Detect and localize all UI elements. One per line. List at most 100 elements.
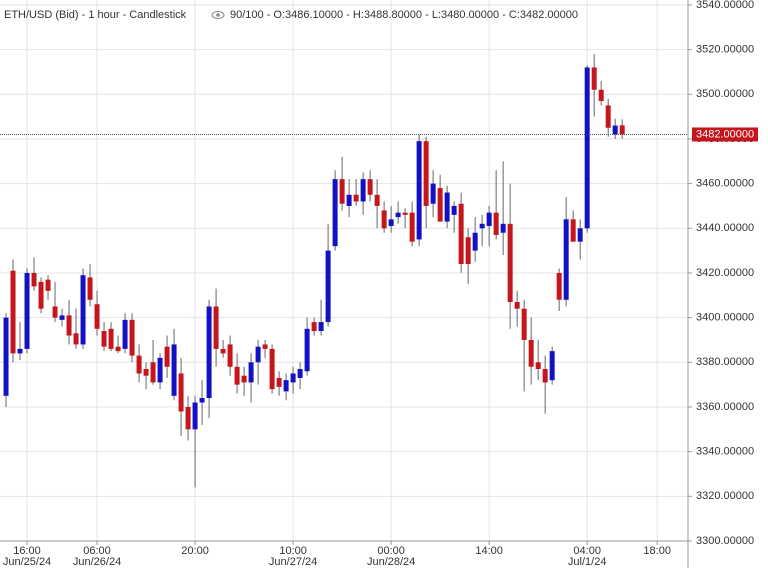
chart-title: ETH/USD (Bid) - 1 hour - Candlestick <box>4 9 187 21</box>
candle-body <box>563 219 569 300</box>
candle-body <box>31 272 37 287</box>
x-tick-date: Jun/28/24 <box>367 556 415 568</box>
chart-info: 90/100 - O:3486.10000 - H:3488.80000 - L… <box>230 9 578 21</box>
x-tick-date: Jun/27/24 <box>269 556 317 568</box>
candle-body <box>269 348 275 390</box>
candle-body <box>381 210 387 229</box>
candle-body <box>66 315 72 336</box>
candle-body <box>157 357 163 383</box>
candle-body <box>325 250 331 323</box>
candle-body <box>486 212 492 227</box>
candle-body <box>367 179 373 195</box>
candle-body <box>108 328 114 349</box>
candle-body <box>80 275 86 345</box>
candle-body <box>213 306 219 349</box>
x-tick-label: 18:00 <box>643 545 671 557</box>
y-tick-label: 3420.00000 <box>696 267 754 279</box>
x-tick-date: Jul/1/24 <box>568 556 607 568</box>
candle-body <box>507 223 513 302</box>
candle-body <box>416 141 422 240</box>
candle-body <box>514 301 520 309</box>
x-tick-label: 10:00 <box>279 545 307 557</box>
candle-body <box>234 366 240 385</box>
x-tick-date: Jun/25/24 <box>3 556 51 568</box>
candle-body <box>402 212 408 215</box>
candle-body <box>542 369 548 383</box>
candle-body <box>388 219 394 227</box>
candle-body <box>556 272 562 300</box>
candle-body <box>38 281 44 309</box>
x-tick-label: 16:00 <box>13 545 41 557</box>
candle-body <box>521 308 527 340</box>
candles <box>3 54 625 488</box>
candle-body <box>318 322 324 332</box>
y-tick-label: 3440.00000 <box>696 222 754 234</box>
candle-body <box>206 306 212 399</box>
candle-body <box>115 346 121 352</box>
last-price-box <box>692 127 758 142</box>
x-tick-label: 06:00 <box>83 545 111 557</box>
candle-body <box>528 339 534 367</box>
candle-body <box>171 344 177 396</box>
x-tick-label: 00:00 <box>377 545 405 557</box>
x-tick-label: 20:00 <box>181 545 209 557</box>
candle-body <box>591 67 597 90</box>
candle-body <box>304 328 310 372</box>
candle-body <box>3 317 9 396</box>
last-price-label: 3482.00000 <box>696 128 754 140</box>
candle-body <box>332 179 338 247</box>
candle-body <box>87 277 93 300</box>
y-tick-label: 3540.00000 <box>696 0 754 11</box>
candle-body <box>423 141 429 206</box>
candle-body <box>598 89 604 101</box>
candle-body <box>346 194 352 206</box>
y-tick-label: 3520.00000 <box>696 43 754 55</box>
candle-body <box>612 125 618 135</box>
candle-body <box>311 322 317 332</box>
candle-body <box>248 362 254 383</box>
candle-body <box>353 194 359 202</box>
candle-body <box>479 223 485 229</box>
candle-body <box>52 306 58 318</box>
candle-body <box>150 362 156 383</box>
candle-body <box>10 270 16 354</box>
y-tick-label: 3380.00000 <box>696 356 754 368</box>
candle-body <box>199 398 205 403</box>
y-tick-label: 3360.00000 <box>696 401 754 413</box>
candle-body <box>374 194 380 206</box>
candle-body <box>129 319 135 356</box>
x-tick-label: 14:00 <box>475 545 503 557</box>
candle-body <box>577 228 583 242</box>
candle-body <box>297 369 303 378</box>
candle-body <box>290 373 296 383</box>
candle-body <box>584 67 590 229</box>
candle-body <box>122 319 128 349</box>
header: ETH/USD (Bid) - 1 hour - Candlestick 90/… <box>4 9 578 21</box>
candle-body <box>430 183 436 204</box>
candle-body <box>605 105 611 128</box>
candle-body <box>220 348 226 354</box>
candle-body <box>262 344 268 349</box>
candle-body <box>472 232 478 251</box>
candle-body <box>283 380 289 392</box>
candle-body <box>17 348 23 354</box>
candle-body <box>339 179 345 204</box>
candle-body <box>500 223 506 233</box>
y-tick-label: 3460.00000 <box>696 178 754 190</box>
candle-body <box>444 192 450 222</box>
candle-body <box>94 304 100 329</box>
candle-body <box>619 125 625 135</box>
candle-body <box>45 279 51 291</box>
candle-body <box>409 212 415 242</box>
candle-body <box>395 212 401 218</box>
candle-body <box>227 344 233 367</box>
candle-body <box>549 351 555 381</box>
candle-body <box>458 203 464 265</box>
candle-body <box>535 362 541 370</box>
eye-icon <box>211 11 225 19</box>
candle-body <box>255 346 261 363</box>
candle-body <box>185 406 191 430</box>
candle-body <box>360 179 366 202</box>
candle-body <box>570 219 576 242</box>
